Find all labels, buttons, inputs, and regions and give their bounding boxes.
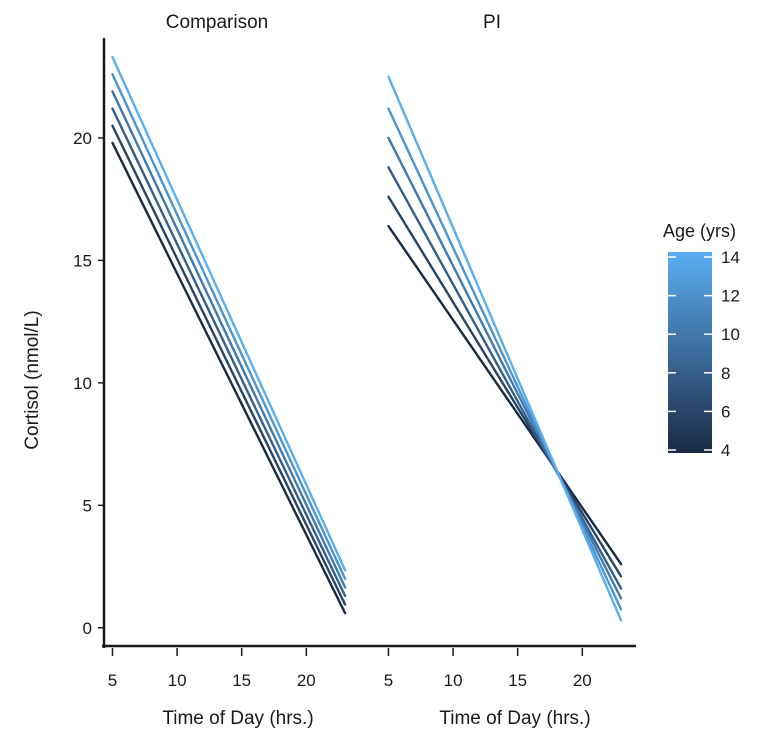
legend-colorbar (668, 252, 712, 453)
series-line-age-12 (111, 73, 347, 580)
legend-tick-label: 4 (721, 441, 730, 460)
legend-tick-label: 6 (721, 402, 730, 421)
y-tick-label: 0 (83, 619, 92, 638)
series-line-age-4 (387, 224, 623, 566)
legend-tick-label: 10 (721, 325, 740, 344)
series-line-age-8 (111, 107, 347, 598)
y-tick-label: 10 (73, 374, 92, 393)
series-lines-pi (387, 75, 623, 622)
legend: Age (yrs) 4 6 8 10 12 14 (663, 221, 740, 460)
x-tick-label: 5 (108, 671, 117, 690)
x-tick-label: 15 (232, 671, 251, 690)
x-tick-label: 20 (297, 671, 316, 690)
x-axis-title-pi: Time of Day (hrs.) (439, 708, 590, 729)
legend-tick-label: 8 (721, 364, 730, 383)
series-line-age-12 (387, 107, 623, 611)
series-line-age-10 (111, 90, 347, 589)
series-line-age-14 (111, 55, 347, 572)
x-axis-ticks-comparison: 5 10 15 20 (108, 648, 316, 690)
y-tick-label: 5 (83, 496, 92, 515)
panel-title-pi: PI (483, 12, 501, 33)
x-axis-title-comparison: Time of Day (hrs.) (162, 708, 313, 729)
x-axis-ticks-pi: 5 10 15 20 (384, 648, 592, 690)
panel-title-comparison: Comparison (166, 12, 268, 33)
series-line-age-14 (387, 75, 623, 622)
y-tick-label: 15 (73, 251, 92, 270)
y-axis-ticks: 0 5 10 15 20 (73, 129, 104, 638)
legend-title: Age (yrs) (663, 221, 736, 241)
panel-comparison: 5 10 15 20 (108, 55, 347, 690)
x-tick-label: 10 (444, 671, 463, 690)
series-line-age-6 (387, 195, 623, 578)
x-tick-label: 15 (508, 671, 527, 690)
legend-tick-label: 14 (721, 248, 740, 267)
x-tick-label: 5 (384, 671, 393, 690)
panel-pi: 5 10 15 20 (384, 75, 623, 690)
series-line-age-8 (387, 166, 623, 590)
legend-tick-label: 12 (721, 287, 740, 306)
y-axis-title: Cortisol (nmol/L) (22, 310, 43, 449)
x-tick-label: 10 (168, 671, 187, 690)
series-line-age-6 (111, 124, 347, 606)
x-tick-label: 20 (573, 671, 592, 690)
series-line-age-10 (387, 136, 623, 600)
series-line-age-4 (111, 141, 347, 615)
y-tick-label: 20 (73, 129, 92, 148)
series-lines-comparison (111, 55, 347, 615)
legend-ticks: 4 6 8 10 12 14 (668, 248, 740, 460)
